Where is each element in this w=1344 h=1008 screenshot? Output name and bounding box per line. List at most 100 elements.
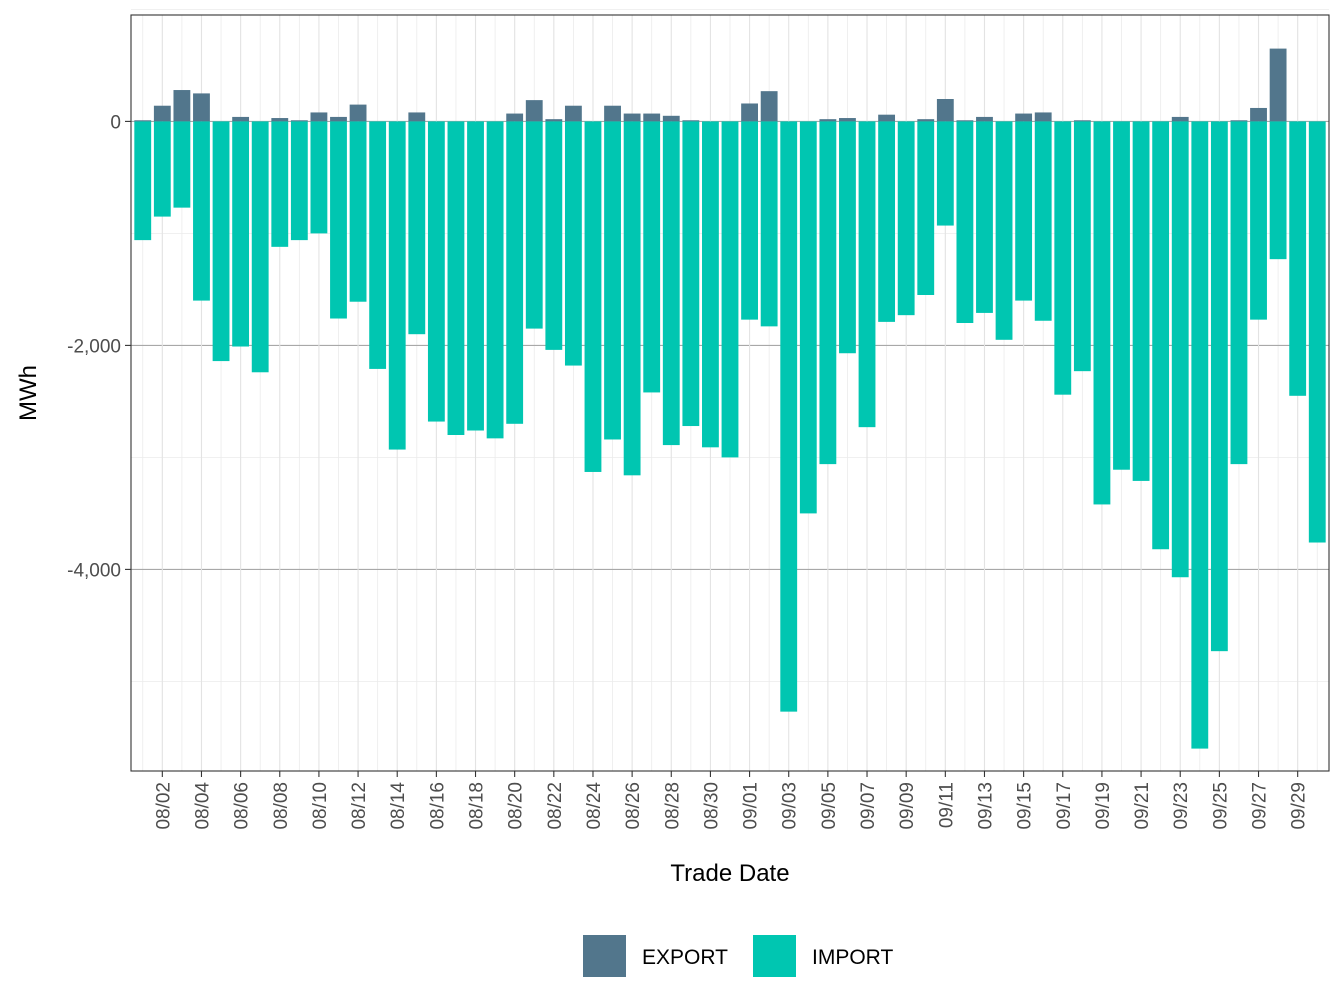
bar-import-09-09 [897, 121, 915, 316]
bar-import-08-24 [584, 121, 602, 472]
bar-export-08-15 [408, 112, 426, 122]
bar-export-09-06 [839, 118, 856, 122]
x-tick-label: 09/07 [858, 782, 879, 830]
x-tick-label: 08/22 [545, 782, 566, 830]
bar-import-09-28 [1269, 121, 1287, 260]
bar-import-09-10 [917, 121, 935, 296]
x-tick-label: 08/20 [506, 782, 527, 830]
bar-export-09-02 [760, 91, 778, 122]
x-tick-label: 08/12 [349, 782, 370, 830]
bar-import-09-17 [1054, 121, 1072, 395]
bar-import-09-30 [1308, 121, 1326, 543]
bar-import-09-03 [780, 121, 798, 712]
bar-export-08-22 [545, 119, 563, 122]
bar-import-08-25 [604, 121, 621, 440]
panel-border [130, 14, 1330, 772]
bar-import-09-15 [1015, 121, 1033, 301]
x-tick-label: 08/02 [153, 782, 174, 830]
bar-import-08-21 [525, 121, 543, 329]
bar-import-08-15 [408, 121, 426, 335]
bar-export-09-16 [1034, 112, 1052, 122]
bar-import-08-22 [545, 121, 563, 350]
bar-export-09-18 [1073, 120, 1091, 122]
y-axis-title: MWh [15, 365, 42, 421]
bar-import-08-28 [662, 121, 680, 446]
bar-export-08-09 [290, 120, 308, 122]
bar-export-08-01 [134, 120, 152, 122]
bar-import-09-12 [956, 121, 974, 324]
bar-export-08-12 [349, 104, 367, 122]
bar-import-09-01 [741, 121, 758, 320]
bar-import-09-18 [1073, 121, 1091, 372]
x-axis: 08/02 08/04 08/06 08/08 08/10 08/12 08/14 08/16… [153, 771, 1310, 830]
bar-import-08-05 [212, 121, 230, 362]
bar-export-08-20 [506, 113, 524, 122]
bar-export-08-28 [662, 115, 680, 122]
bar-import-08-09 [290, 121, 308, 241]
bar-export-09-26 [1230, 120, 1248, 122]
x-tick-label: 09/11 [936, 782, 957, 828]
bar-import-09-11 [936, 121, 954, 226]
bar-import-09-16 [1034, 121, 1052, 321]
bar-import-09-04 [799, 121, 817, 514]
x-tick-label: 09/15 [1015, 782, 1036, 830]
bar-export-08-06 [232, 116, 250, 122]
bar-import-08-23 [564, 121, 582, 366]
bar-import-09-06 [839, 121, 856, 354]
x-tick-label: 09/23 [1171, 782, 1192, 830]
bar-export-08-08 [271, 118, 289, 122]
bar-export-08-10 [310, 112, 328, 122]
x-tick-label: 09/21 [1132, 782, 1153, 830]
legend-label-export: EXPORT [642, 946, 728, 969]
bar-import-09-21 [1132, 121, 1150, 481]
bar-export-09-11 [936, 99, 954, 122]
bar-import-09-14 [995, 121, 1013, 340]
bar-import-09-26 [1230, 121, 1248, 465]
bar-import-08-31 [721, 121, 739, 458]
bar-import-09-19 [1093, 121, 1111, 505]
bar-import-08-07 [251, 121, 269, 373]
legend-key-import [753, 935, 796, 977]
bar-export-08-04 [193, 93, 210, 122]
x-tick-label: 09/01 [741, 782, 762, 830]
bar-export-09-12 [956, 120, 974, 122]
x-tick-label: 08/04 [192, 782, 213, 830]
bar-import-08-29 [682, 121, 700, 427]
bar-import-09-13 [976, 121, 993, 313]
x-tick-label: 08/14 [388, 782, 409, 830]
bar-import-08-27 [643, 121, 661, 393]
bar-import-09-08 [878, 121, 896, 322]
x-tick-label: 09/29 [1289, 782, 1310, 830]
bar-import-09-02 [760, 121, 778, 327]
bar-export-08-03 [173, 90, 191, 122]
x-tick-label: 09/17 [1054, 782, 1075, 830]
bar-export-08-21 [525, 100, 543, 122]
legend: EXPORT IMPORT [583, 935, 893, 977]
legend-key-export [583, 935, 626, 977]
bar-export-08-26 [623, 113, 641, 122]
x-tick-label: 08/10 [310, 782, 331, 830]
bar-import-08-06 [232, 121, 250, 347]
x-tick-label: 09/05 [819, 782, 840, 830]
bar-import-08-12 [349, 121, 367, 302]
bar-import-09-22 [1152, 121, 1170, 550]
bar-import-08-14 [388, 121, 406, 450]
x-tick-label: 08/28 [662, 782, 683, 830]
bar-import-08-16 [427, 121, 445, 422]
bar-import-08-13 [369, 121, 387, 369]
x-tick-label: 08/18 [467, 782, 488, 830]
bars [134, 48, 1326, 749]
x-tick-label: 09/27 [1250, 782, 1271, 830]
bar-export-08-02 [153, 105, 171, 122]
y-tick-label: -2,000 [67, 336, 121, 357]
bar-import-09-29 [1289, 121, 1307, 396]
bar-export-09-23 [1171, 116, 1189, 122]
bar-export-09-27 [1250, 107, 1267, 122]
x-tick-label: 08/30 [701, 782, 722, 830]
bar-import-08-19 [486, 121, 504, 439]
x-tick-label: 08/26 [623, 782, 644, 830]
legend-label-import: IMPORT [812, 946, 893, 969]
x-tick-label: 09/25 [1210, 782, 1231, 830]
bar-import-08-03 [173, 121, 191, 208]
